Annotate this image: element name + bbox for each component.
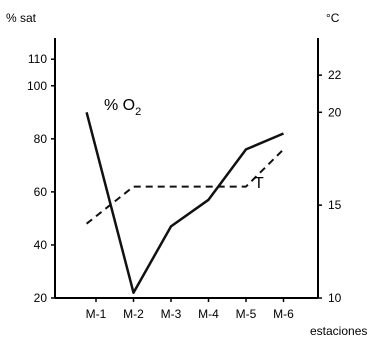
right-tick-label: 10 — [328, 291, 342, 305]
left-tick-label: 80 — [34, 132, 48, 146]
left-axis-title: % sat — [6, 11, 37, 25]
right-y-ticks: 10 15 20 22 — [318, 68, 342, 305]
x-tick-label: M-5 — [236, 307, 257, 321]
series-label-o2: % O2 — [104, 97, 141, 118]
left-tick-label: 20 — [34, 291, 48, 305]
x-ticks: M-1 M-2 M-3 M-4 M-5 M-6 — [86, 298, 294, 321]
series-label-o2-subscript: 2 — [135, 106, 141, 118]
x-tick-label: M-4 — [198, 307, 219, 321]
left-y-ticks: 20 40 60 80 100 110 — [27, 52, 55, 305]
series-line-t — [85, 148, 285, 225]
x-tick-label: M-3 — [161, 307, 182, 321]
series-line-o2 — [85, 111, 284, 294]
x-tick-label: M-1 — [86, 307, 107, 321]
right-tick-label: 20 — [328, 105, 342, 119]
left-tick-label: 60 — [34, 185, 48, 199]
right-tick-label: 15 — [328, 198, 342, 212]
x-tick-label: M-2 — [123, 307, 144, 321]
right-axis-title: °C — [326, 11, 340, 25]
series-label-o2-main: % O — [104, 97, 135, 114]
left-tick-label: 40 — [34, 238, 48, 252]
right-tick-label: 22 — [328, 68, 342, 82]
axes — [54, 38, 319, 299]
left-tick-label: 110 — [28, 52, 47, 66]
series-layer — [85, 111, 285, 294]
x-axis-title: estaciones — [310, 324, 367, 338]
left-tick-label: 100 — [27, 79, 47, 93]
x-tick-label: M-6 — [273, 307, 294, 321]
series-label-t: T — [254, 175, 264, 192]
